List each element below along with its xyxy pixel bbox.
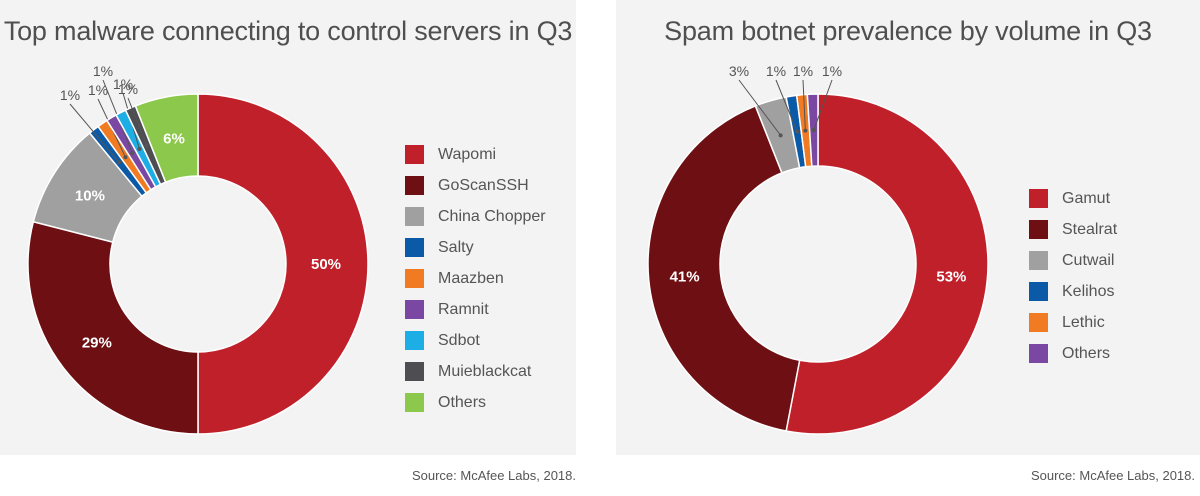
leader-line-muieblackcat	[127, 97, 148, 146]
data-label-stealrat: 41%	[670, 269, 700, 286]
legend-label: Cutwail	[1062, 251, 1115, 269]
legend-item-stealrat: Stealrat	[1029, 214, 1117, 245]
leader-dot-others	[811, 128, 816, 133]
leader-line-kelihos	[775, 79, 798, 132]
data-label-gamut: 53%	[936, 269, 966, 286]
legend-label: Others	[1062, 344, 1111, 362]
legend-label: GoScanSSH	[438, 176, 529, 194]
legend-swatch	[405, 145, 424, 164]
data-label-ramnit: 1%	[93, 63, 113, 79]
data-label-wapomi: 50%	[311, 256, 341, 273]
legend-swatch	[405, 331, 424, 350]
leader-dot-salty	[116, 160, 121, 165]
chart-panel-malware: Top malware connecting to control server…	[0, 0, 576, 455]
legend-item-goscanssh: GoScanSSH	[405, 170, 546, 201]
legend-label: China Chopper	[438, 207, 546, 225]
data-label-sdbot: 1%	[113, 76, 133, 92]
legend-label: Wapomi	[438, 145, 497, 163]
leader-line-lethic	[802, 79, 806, 131]
chart-panel-spam: Spam botnet prevalence by volume in Q3 5…	[616, 0, 1200, 455]
leader-dot-muieblackcat	[144, 143, 149, 148]
legend-item-china-chopper: China Chopper	[405, 201, 546, 232]
legend-swatch	[405, 393, 424, 412]
legend-label: Ramnit	[438, 300, 489, 318]
legend-label: Muieblackcat	[438, 362, 532, 380]
legend-swatch	[1029, 189, 1048, 208]
donut-chart-malware: 50%29%10%1% 1%1%1%1%6%	[27, 63, 369, 435]
legend-swatch	[405, 269, 424, 288]
leader-dot-ramnit	[130, 150, 135, 155]
leader-dot-maazben	[123, 155, 128, 160]
data-label-salty: 1%	[60, 87, 80, 103]
leader-line-others	[813, 79, 833, 131]
source-note: Source: McAfee Labs, 2018.	[1030, 468, 1195, 483]
legend-label: Others	[438, 393, 487, 411]
slice-stealrat	[647, 104, 801, 432]
leader-line-cutwail	[738, 79, 782, 136]
source-note: Source: McAfee Labs, 2018.	[411, 468, 576, 483]
legend-label: Stealrat	[1062, 220, 1118, 238]
legend-swatch	[1029, 344, 1048, 363]
data-label-cutwail: 3%	[729, 63, 749, 79]
legend-label: Kelihos	[1062, 282, 1115, 300]
legend-item-lethic: Lethic	[1029, 307, 1117, 338]
leader-line-salty	[69, 103, 120, 163]
legend-item-cutwail: Cutwail	[1029, 245, 1117, 276]
legend-item-gamut: Gamut	[1029, 183, 1117, 214]
data-label-lethic: 1%	[793, 63, 813, 79]
legend-label: Sdbot	[438, 331, 480, 349]
data-label-maazben: 1%	[88, 82, 108, 98]
legend: Wapomi GoScanSSH China Chopper Salty Maazben…	[405, 139, 546, 418]
data-label-china-chopper: 10%	[75, 187, 105, 204]
legend-swatch	[1029, 251, 1048, 270]
legend-item-ramnit: Ramnit	[405, 294, 546, 325]
slice-gamut	[785, 93, 989, 435]
legend-item-sdbot: Sdbot	[405, 325, 546, 356]
legend-item-maazben: Maazben	[405, 263, 546, 294]
chart-title: Spam botnet prevalence by volume in Q3	[664, 16, 1152, 46]
leader-dot-kelihos	[795, 129, 800, 134]
leader-dot-cutwail	[778, 133, 783, 138]
legend-label: Maazben	[438, 269, 504, 287]
legend-swatch	[405, 238, 424, 257]
data-label-others: 6%	[163, 130, 185, 147]
legend-swatch	[405, 300, 424, 319]
slice-wapomi	[197, 93, 369, 435]
slice-others	[134, 93, 199, 184]
legend-item-wapomi: Wapomi	[405, 139, 546, 170]
legend-swatch	[1029, 313, 1048, 332]
donut-chart-spam: 53% 41% 3% 1% 1% 1%	[647, 63, 989, 435]
slice-goscanssh	[27, 220, 199, 435]
legend-label: Gamut	[1062, 189, 1111, 207]
legend-swatch	[405, 176, 424, 195]
legend-swatch	[405, 207, 424, 226]
legend-item-kelihos: Kelihos	[1029, 276, 1117, 307]
data-label-others: 1%	[822, 63, 842, 79]
legend-swatch	[1029, 220, 1048, 239]
legend-item-others: Others	[1029, 338, 1117, 369]
legend-label: Lethic	[1062, 313, 1105, 331]
legend-swatch	[1029, 282, 1048, 301]
legend-item-others: Others	[405, 387, 546, 418]
legend-item-salty: Salty	[405, 232, 546, 263]
chart-title: Top malware connecting to control server…	[3, 16, 573, 46]
leader-dot-sdbot	[137, 147, 142, 152]
legend-item-muieblackcat: Muieblackcat	[405, 356, 546, 387]
legend-label: Salty	[438, 238, 474, 256]
data-label-kelihos: 1%	[766, 63, 786, 79]
legend-swatch	[405, 362, 424, 381]
legend: Gamut Stealrat Cutwail Kelihos Lethic Others	[1029, 183, 1117, 369]
leader-dot-lethic	[803, 128, 808, 133]
data-label-muieblackcat: 1%	[118, 81, 138, 97]
data-label-goscanssh: 29%	[82, 334, 112, 351]
